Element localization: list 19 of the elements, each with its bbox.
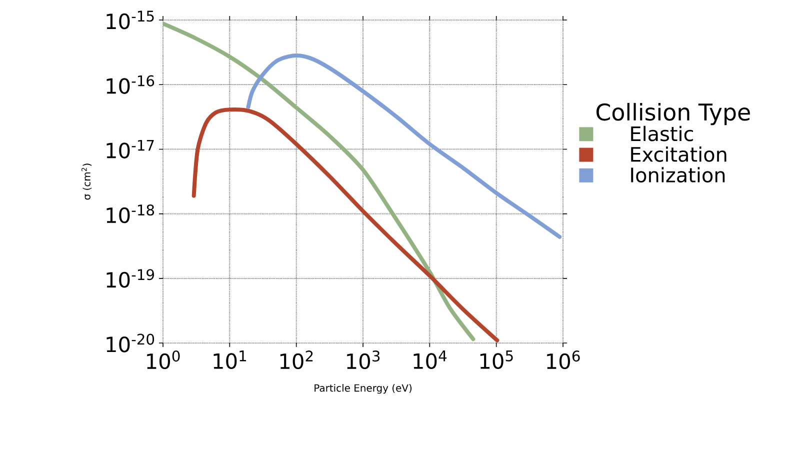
legend-label: Ionization [631, 167, 725, 182]
x-tick-label: 10$^{4}$ [414, 350, 447, 369]
legend-title: Collision Type [596, 102, 750, 126]
y-tick-label: 10$^{-18}$ [106, 204, 154, 224]
x-axis-title: Particle Energy (eV) [314, 384, 412, 394]
x-tick-label: 10$^{2}$ [280, 350, 313, 370]
legend-label: Elastic [631, 126, 693, 142]
y-axis-title: σ (cm$^{2}$) [82, 164, 92, 200]
y-tick-label: 10$^{-16}$ [106, 75, 154, 94]
legend-label: Excitation [631, 146, 726, 162]
y-tick-label: 10$^{-20}$ [106, 334, 154, 352]
x-tick-label: 10$^{1}$ [214, 350, 246, 369]
y-tick-label: 10$^{-19}$ [106, 269, 154, 288]
x-tick-label: 10$^{5}$ [480, 350, 513, 369]
x-tick-label: 10$^{6}$ [547, 350, 580, 370]
x-tick-label: 10$^{3}$ [347, 350, 380, 370]
y-tick-label: 10$^{-15}$ [106, 10, 154, 30]
x-tick-label: 10$^{0}$ [147, 350, 180, 370]
y-tick-label: 10$^{-17}$ [106, 140, 154, 158]
